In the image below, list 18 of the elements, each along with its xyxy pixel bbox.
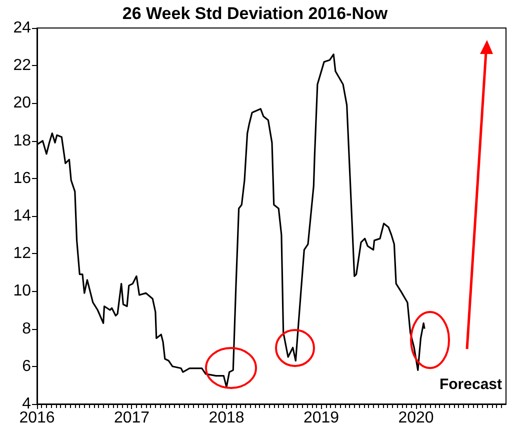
- y-tick-label: 8: [22, 320, 32, 338]
- y-tick-label: 4: [22, 396, 32, 412]
- y-tick-label: 20: [13, 94, 32, 112]
- y-tick-label: 24: [13, 20, 32, 36]
- chart-title: 26 Week Std Deviation 2016-Now: [122, 4, 388, 23]
- y-tick-label: 6: [22, 358, 32, 375]
- y-tick-label: 10: [13, 282, 32, 300]
- x-tick-label: 2020: [398, 410, 434, 426]
- y-tick-label: 12: [13, 245, 32, 262]
- x-tick-label: 2019: [303, 410, 340, 426]
- x-tick-label: 2016: [19, 410, 55, 426]
- y-tick-label: 18: [13, 132, 32, 150]
- y-tick-label: 22: [13, 57, 32, 74]
- annotation: Forecast: [439, 376, 502, 393]
- x-tick-label: 2018: [208, 410, 244, 426]
- x-tick-label: 2017: [114, 410, 150, 426]
- y-tick-label: 14: [13, 208, 32, 224]
- y-tick-label: 16: [13, 170, 32, 187]
